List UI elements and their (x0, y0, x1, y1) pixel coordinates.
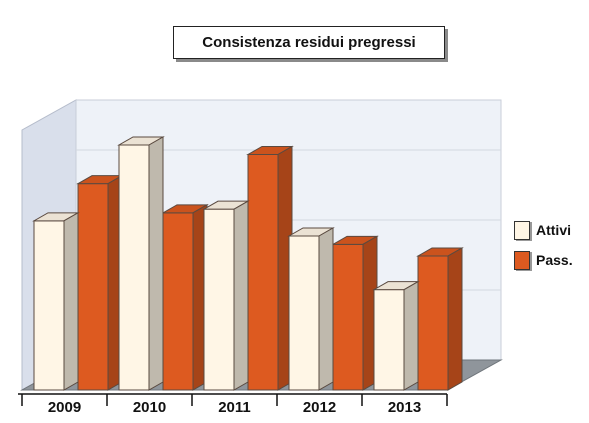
x-tick-label: 2011 (218, 399, 251, 416)
bar-pass-2009 (77, 183, 109, 391)
legend-swatch-attivi (514, 220, 530, 240)
bar-attivi-2011 (203, 208, 235, 391)
bar-attivi-2013 (373, 289, 405, 391)
legend-item-attivi: Attivi (514, 218, 589, 242)
legend-item-passivi: Pass. (514, 248, 589, 272)
bar-pass-2011 (247, 154, 279, 391)
x-tick-label: 2009 (48, 399, 81, 416)
bar-pass-2012 (332, 243, 364, 391)
legend-swatch-passivi (514, 250, 530, 270)
bar-pass-2010 (162, 212, 194, 391)
bar-attivi-2009 (33, 220, 65, 391)
bar-attivi-2010 (118, 144, 150, 391)
legend-label-attivi: Attivi (536, 222, 571, 238)
x-tick-label: 2013 (388, 399, 421, 416)
bar-attivi-2012-side (318, 227, 334, 391)
legend-label-passivi: Pass. (536, 252, 573, 268)
bar-attivi-2013-side (403, 280, 419, 391)
bar-attivi-2012 (288, 235, 320, 391)
x-tick-label: 2012 (303, 399, 336, 416)
bar-pass-2013-side (447, 247, 463, 391)
chart-legend: Attivi Pass. (514, 218, 589, 278)
bar-attivi-2010-side (148, 136, 164, 391)
bar-pass-2013 (417, 255, 449, 391)
chart-title: Consistenza residui pregressi (173, 26, 445, 59)
bar-attivi-2011-side (233, 200, 249, 391)
x-tick-label: 2010 (133, 399, 166, 416)
bar-attivi-2009-side (63, 211, 79, 391)
